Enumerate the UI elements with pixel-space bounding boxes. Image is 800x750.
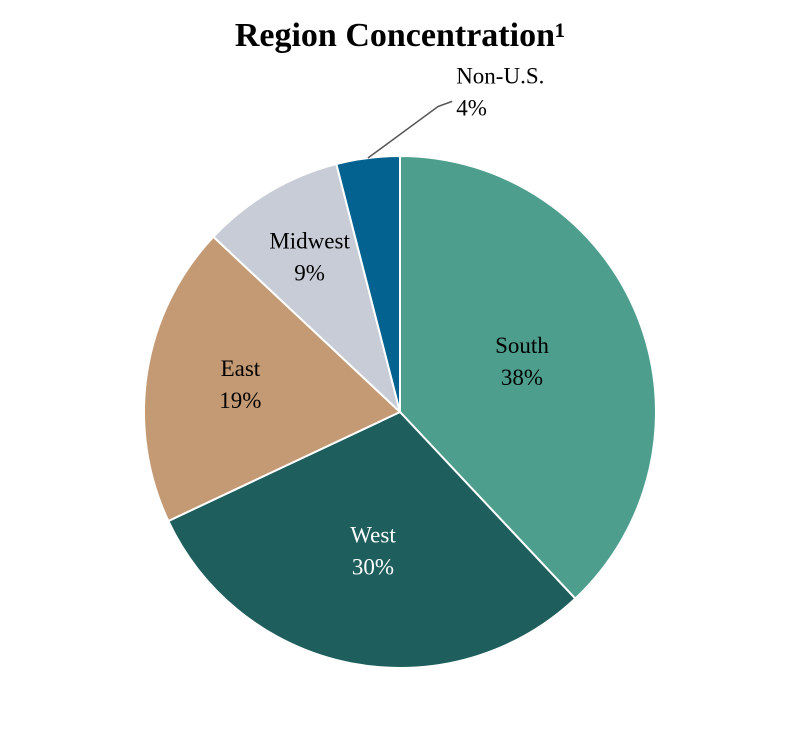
value-label: 38% <box>501 365 543 390</box>
pie-slice <box>211 162 402 416</box>
leader-line <box>367 100 453 159</box>
value-label: 19% <box>219 388 261 413</box>
value-label: 4% <box>456 96 487 121</box>
pie-slice <box>399 154 657 601</box>
value-label: 30% <box>352 555 394 580</box>
slice-label: East <box>221 356 261 381</box>
slice-label: West <box>350 523 396 548</box>
pie-slice <box>143 235 402 523</box>
pie-slice <box>167 410 577 669</box>
slice-label: South <box>495 333 549 358</box>
slice-label: Non-U.S. <box>456 64 544 89</box>
value-label: 9% <box>294 260 325 285</box>
chart-title: Region Concentration¹ <box>235 17 565 54</box>
slice-label: Midwest <box>269 228 350 253</box>
pie-slice <box>335 154 401 413</box>
